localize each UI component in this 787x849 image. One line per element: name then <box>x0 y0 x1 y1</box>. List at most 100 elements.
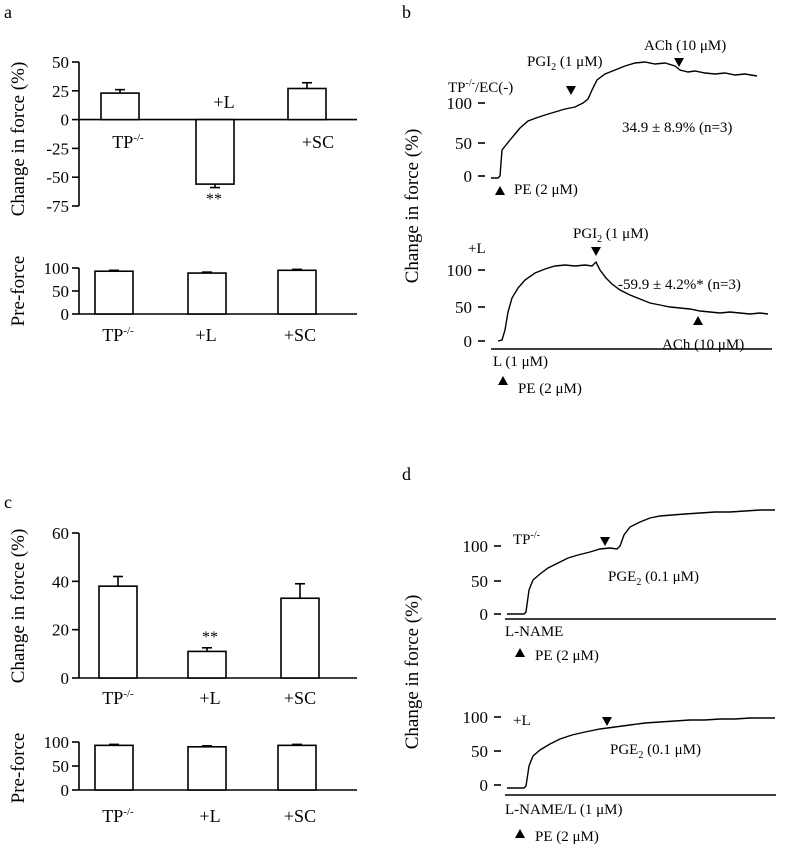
panel-d-top-pe-arrow <box>515 648 525 657</box>
panel-a-ylabel: Change in force (%) <box>8 62 29 217</box>
panel-b-bottom-ytick-0: 0 <box>464 332 473 351</box>
c-change-ytick-label: 60 <box>52 524 69 543</box>
a-change-bar <box>195 118 235 185</box>
panel-letter-a: a <box>4 2 12 22</box>
panel-d: Change in force (%) TP-/- 100 50 0 PGE2 … <box>402 509 776 845</box>
panel-b-bottom-ach-arrow <box>693 316 703 325</box>
panel-d-ylabel: Change in force (%) <box>402 595 423 750</box>
a-preforce-ytick-label: 50 <box>52 282 69 301</box>
a-change-bar <box>287 87 327 121</box>
panel-b-bottom-ytick-50: 50 <box>455 298 472 317</box>
panel-a-pre-sc-label: +SC <box>284 325 316 345</box>
a-change-ytick-label: -25 <box>46 139 69 158</box>
c-preforce-bar <box>94 744 134 791</box>
panel-a-plus-l-label: +L <box>213 92 234 112</box>
panel-b-top-ytick-100: 100 <box>447 94 473 113</box>
a-change-ytick-label: 0 <box>61 111 70 130</box>
panel-c-preforce-ylabel: Pre-force <box>8 733 29 804</box>
c-change-bar <box>187 650 227 679</box>
panel-d-bottom-pge2-label: PGE2 (0.1 μM) <box>610 742 701 761</box>
a-preforce-ytick-label: 0 <box>61 305 70 324</box>
panel-b-top-ach-label: ACh (10 μM) <box>644 38 726 54</box>
panel-d-top-label: TP-/- <box>513 530 540 548</box>
a-preforce-bar <box>94 270 134 315</box>
panel-c-significance: ** <box>202 629 218 646</box>
panel-b-top-pgi2-label: PGI2 (1 μM) <box>527 54 603 73</box>
a-change-bar <box>100 92 140 121</box>
panel-d-top-ytick-0: 0 <box>480 605 489 624</box>
panel-d-bottom-pe-label: PE (2 μM) <box>535 829 599 845</box>
c-change-ytick-label: 40 <box>52 572 69 591</box>
panel-a-tp-label: TP-/- <box>112 132 144 152</box>
panel-a-preforce-ylabel: Pre-force <box>8 256 29 327</box>
panel-b-top-pe-label: PE (2 μM) <box>514 182 578 198</box>
panel-b-bottom-pe-label: PE (2 μM) <box>518 381 582 397</box>
panel-c-tp-label: TP-/- <box>102 688 134 708</box>
panel-b-bottom-ytick-100: 100 <box>447 261 473 280</box>
a-change-ytick-label: -75 <box>46 197 69 216</box>
c-preforce-bar <box>187 745 227 791</box>
a-change-ytick-label: -50 <box>46 168 69 187</box>
panel-d-bottom-ytick-100: 100 <box>463 708 489 727</box>
panel-d-top-pe-label: PE (2 μM) <box>535 648 599 664</box>
panel-b-top-pe-arrow <box>495 186 505 195</box>
panel-b-bottom-ach-label: ACh (10 μM) <box>662 337 744 353</box>
panel-b-bottom-pe-arrow <box>498 376 508 385</box>
panel-b-bottom-trace <box>497 260 769 342</box>
panel-b-top-ach-arrow <box>674 58 684 67</box>
panel-a-plus-sc-label: +SC <box>302 132 334 152</box>
a-change-ytick-label: 25 <box>52 82 69 101</box>
panel-letter-d: d <box>402 464 411 484</box>
panel-d-top-ytick-50: 50 <box>471 572 488 591</box>
panel-d-bottom-ytick-50: 50 <box>471 742 488 761</box>
panel-b-top-label: TP-/-/EC(-) <box>448 78 513 96</box>
c-preforce-bar <box>277 744 317 791</box>
a-preforce-bar <box>187 272 227 315</box>
panel-d-top-pge2-label: PGE2 (0.1 μM) <box>608 569 699 588</box>
c-preforce-ytick-label: 100 <box>44 733 70 752</box>
panel-a-pre-l-label: +L <box>195 325 216 345</box>
panel-d-top-trace <box>507 509 775 615</box>
panel-c-pre-tp-label: TP-/- <box>102 806 134 826</box>
c-preforce-ytick-label: 50 <box>52 757 69 776</box>
panel-c-l-label: +L <box>199 688 220 708</box>
panel-d-bottom-pge2-arrow <box>602 717 612 726</box>
c-change-bar <box>280 597 320 679</box>
c-change-bar <box>98 585 138 679</box>
panel-b-top-result: 34.9 ± 8.9% (n=3) <box>622 120 732 136</box>
panel-b-top-trace <box>491 61 758 179</box>
panel-b-bottom-l-label: L (1 μM) <box>493 354 548 370</box>
panel-b-top-ytick-50: 50 <box>455 134 472 153</box>
panel-d-bottom-label: +L <box>513 713 531 729</box>
c-change-ytick-label: 20 <box>52 621 69 640</box>
panel-b-bottom-label: +L <box>468 241 486 257</box>
panel-d-bottom-trace <box>507 717 775 789</box>
panel-a-significance: ** <box>206 191 222 208</box>
panel-c-pre-l-label: +L <box>199 806 220 826</box>
panel-d-bottom-lname-label: L-NAME/L (1 μM) <box>505 802 622 818</box>
panel-c-preforce-chart: Pre-force 100 50 0 TP-/- +L +SC <box>8 733 357 826</box>
panel-b-bottom-result: -59.9 ± 4.2%* (n=3) <box>618 277 741 293</box>
panel-d-bottom-pe-arrow <box>515 829 525 838</box>
panel-b-bottom-pgi2-arrow <box>591 247 601 256</box>
c-change-ytick-label: 0 <box>61 669 70 688</box>
panel-b-top-pgi2-arrow <box>566 86 576 95</box>
panel-d-top-ytick-100: 100 <box>463 537 489 556</box>
panel-c-sc-label: +SC <box>284 688 316 708</box>
c-preforce-ytick-label: 0 <box>61 781 70 800</box>
panel-c-ylabel: Change in force (%) <box>8 529 29 684</box>
panel-b-top-ytick-0: 0 <box>464 167 473 186</box>
panel-a-pre-tp-label: TP-/- <box>102 325 134 345</box>
a-change-ytick-label: 50 <box>52 53 69 72</box>
a-preforce-bar <box>277 269 317 315</box>
panel-d-top-pge2-arrow <box>600 537 610 546</box>
panel-letter-c: c <box>4 492 12 512</box>
panel-c-pre-sc-label: +SC <box>284 806 316 826</box>
panel-d-top-lname-label: L-NAME <box>505 624 563 640</box>
panel-b-ylabel: Change in force (%) <box>402 129 423 284</box>
panel-b-bottom-pgi2-label: PGI2 (1 μM) <box>573 226 649 245</box>
panel-d-bottom-ytick-0: 0 <box>480 776 489 795</box>
a-preforce-ytick-label: 100 <box>44 259 70 278</box>
